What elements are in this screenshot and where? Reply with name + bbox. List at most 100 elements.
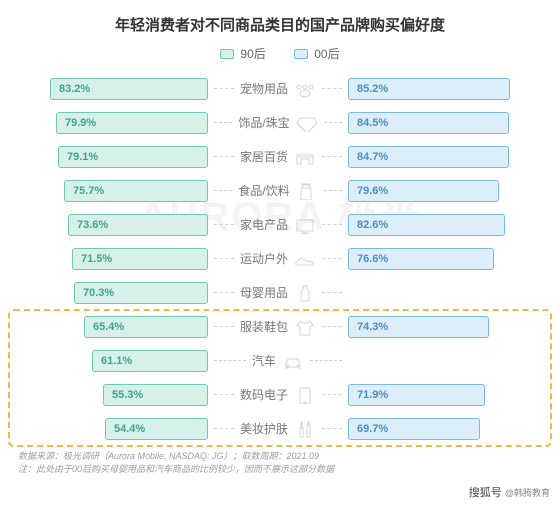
car-icon (282, 352, 304, 370)
right-bar: 74.3% (348, 316, 489, 338)
legend-label-00: 00后 (314, 45, 339, 62)
data-row: 61.1% 汽车 (18, 346, 542, 376)
category-label: 宠物用品 (240, 80, 288, 97)
category-label: 家居百货 (240, 148, 288, 165)
category-label: 数码电子 (240, 386, 288, 403)
data-row: 73.6% 家电产品 82.6% (18, 210, 542, 240)
data-row: 83.2% 宠物用品 85.2% (18, 74, 542, 104)
left-bar: 70.3% (74, 282, 208, 304)
left-bar: 55.3% (103, 384, 208, 406)
category-cell: 服装鞋包 (208, 318, 348, 336)
chart-container: AURORA 极光 年轻消费者对不同商品类目的国产品牌购买偏好度 90后 00后… (0, 0, 560, 508)
category-label: 母婴用品 (240, 284, 288, 301)
left-bar-cell: 71.5% (18, 248, 208, 270)
data-row: 65.4% 服装鞋包 74.3% (18, 312, 542, 342)
right-bar-value: 69.7% (357, 423, 388, 435)
footnote-note: 注：此处由于00后购买母婴用品和汽车商品的比例较少，因而不展示这部分数据 (18, 463, 542, 477)
phone-icon (294, 386, 316, 404)
right-bar-cell: 76.6% (348, 248, 538, 270)
left-bar: 75.7% (64, 180, 208, 202)
rows-area: 83.2% 宠物用品 85.2% 79.9% 饰品/珠宝 84.5% 79.1% 家居百货 84… (18, 74, 542, 444)
left-bar-value: 79.1% (67, 151, 98, 163)
legend-item-90: 90后 (220, 45, 265, 62)
category-cell: 家电产品 (208, 216, 348, 234)
legend-swatch-90 (220, 49, 234, 59)
left-bar: 65.4% (84, 316, 208, 338)
left-bar-value: 54.4% (114, 423, 145, 435)
left-bar-value: 73.6% (77, 219, 108, 231)
right-bar-cell: 82.6% (348, 214, 538, 236)
right-bar-cell: 74.3% (348, 316, 538, 338)
right-bar: 76.6% (348, 248, 494, 270)
data-row: 54.4% 美妆护肤 69.7% (18, 414, 542, 444)
left-bar-cell: 55.3% (18, 384, 208, 406)
left-bar-value: 79.9% (65, 117, 96, 129)
left-bar: 71.5% (72, 248, 208, 270)
category-label: 食品/饮料 (238, 182, 289, 199)
right-bar: 71.9% (348, 384, 485, 406)
right-bar-value: 71.9% (357, 389, 388, 401)
category-label: 汽车 (252, 352, 276, 369)
footnote-source: 数据来源：极光调研（Aurora Mobile, NASDAQ: JG）；取数周… (18, 450, 542, 464)
category-cell: 家居百货 (208, 148, 348, 166)
left-bar-cell: 79.9% (18, 112, 208, 134)
legend-label-90: 90后 (240, 45, 265, 62)
category-cell: 宠物用品 (208, 80, 348, 98)
legend-item-00: 00后 (294, 45, 339, 62)
category-cell: 汽车 (208, 352, 348, 370)
category-cell: 运动户外 (208, 250, 348, 268)
data-row: 75.7% 食品/饮料 79.6% (18, 176, 542, 206)
category-cell: 母婴用品 (208, 284, 348, 302)
category-label: 家电产品 (240, 216, 288, 233)
right-bar-value: 76.6% (357, 253, 388, 265)
diamond-icon (296, 114, 318, 132)
legend-swatch-00 (294, 49, 308, 59)
left-bar: 79.1% (58, 146, 208, 168)
right-bar-value: 84.7% (357, 151, 388, 163)
data-row: 55.3% 数码电子 71.9% (18, 380, 542, 410)
left-bar-cell: 79.1% (18, 146, 208, 168)
right-bar-cell: 84.5% (348, 112, 538, 134)
right-bar-cell: 69.7% (348, 418, 538, 440)
makeup-icon (294, 420, 316, 438)
right-bar-cell: 85.2% (348, 78, 538, 100)
left-bar-cell: 75.7% (18, 180, 208, 202)
right-bar-cell (348, 282, 538, 304)
category-cell: 饰品/珠宝 (208, 114, 348, 132)
left-bar-value: 70.3% (83, 287, 114, 299)
category-label: 饰品/珠宝 (238, 114, 289, 131)
category-cell: 美妆护肤 (208, 420, 348, 438)
data-row: 79.9% 饰品/珠宝 84.5% (18, 108, 542, 138)
right-bar: 69.7% (348, 418, 480, 440)
right-bar: 85.2% (348, 78, 510, 100)
left-bar-value: 61.1% (101, 355, 132, 367)
category-label: 服装鞋包 (240, 318, 288, 335)
left-bar-value: 71.5% (81, 253, 112, 265)
right-bar: 84.7% (348, 146, 509, 168)
right-bar: 79.6% (348, 180, 499, 202)
drink-icon (296, 182, 318, 200)
right-bar: 84.5% (348, 112, 509, 134)
shoe-icon (294, 250, 316, 268)
left-bar-value: 65.4% (93, 321, 124, 333)
chart-title: 年轻消费者对不同商品类目的国产品牌购买偏好度 (18, 14, 542, 35)
right-bar-cell: 84.7% (348, 146, 538, 168)
right-bar-value: 84.5% (357, 117, 388, 129)
legend: 90后 00后 (18, 45, 542, 64)
right-bar-value: 74.3% (357, 321, 388, 333)
data-row: 70.3% 母婴用品 (18, 278, 542, 308)
credit-badge: 搜狐号 @韩腾教育 (465, 482, 554, 502)
footnotes: 数据来源：极光调研（Aurora Mobile, NASDAQ: JG）；取数周… (18, 450, 542, 477)
credit-main: 搜狐号 (469, 487, 502, 499)
right-bar-cell (348, 350, 538, 372)
left-bar-cell: 54.4% (18, 418, 208, 440)
left-bar: 79.9% (56, 112, 208, 134)
right-bar: 82.6% (348, 214, 505, 236)
data-row: 79.1% 家居百货 84.7% (18, 142, 542, 172)
left-bar-cell: 70.3% (18, 282, 208, 304)
left-bar: 83.2% (50, 78, 208, 100)
category-cell: 食品/饮料 (208, 182, 348, 200)
left-bar-value: 55.3% (112, 389, 143, 401)
right-bar-value: 82.6% (357, 219, 388, 231)
left-bar-cell: 83.2% (18, 78, 208, 100)
